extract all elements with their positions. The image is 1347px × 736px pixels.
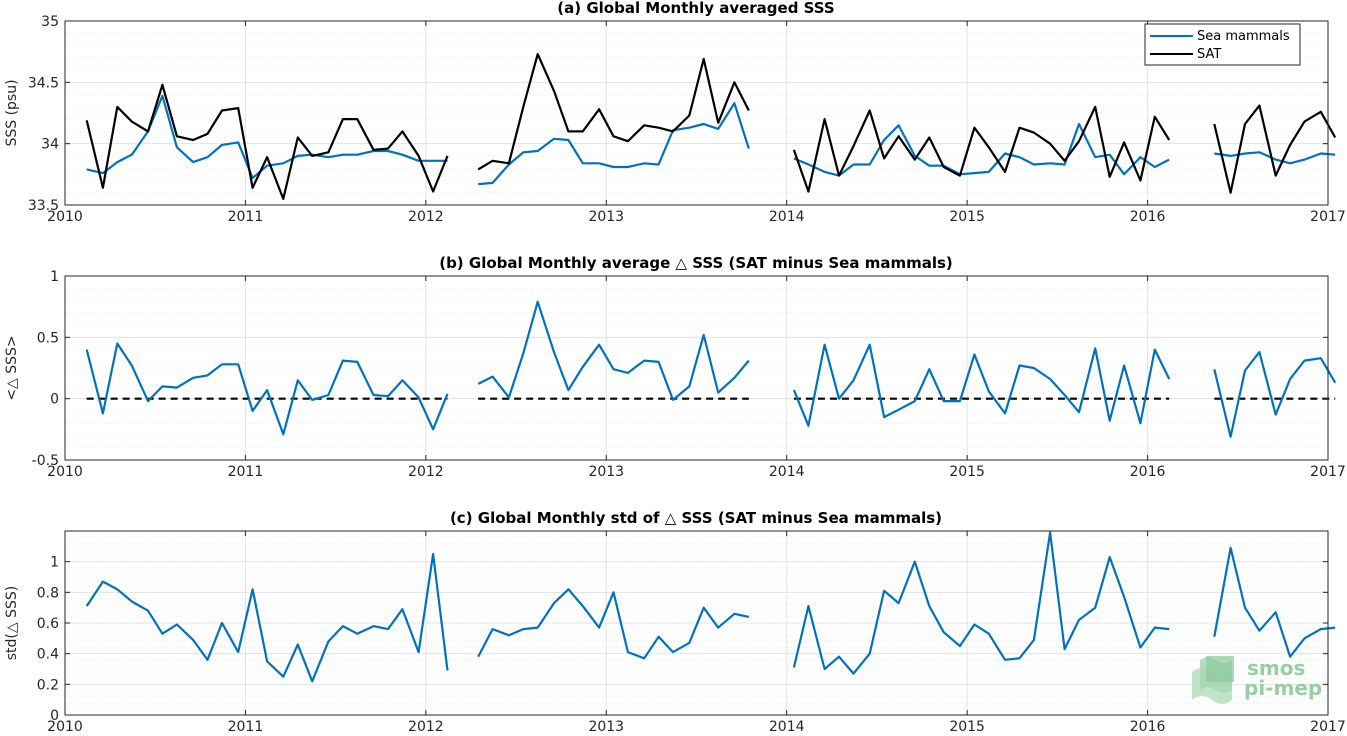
series-line-delta-segment-3 xyxy=(792,531,1170,675)
panel-c-plot: 2010 2011 2012 2013 2014 2015 2016 2017 0 0.2 0.4 0… xyxy=(37,530,1346,735)
legend-label-sea-mammals: Sea mammals xyxy=(1197,29,1290,44)
panel-a-title: (a) Global Monthly averaged SSS xyxy=(557,0,834,17)
x-tick-label: 2012 xyxy=(408,719,444,735)
y-tick-label: 0.6 xyxy=(37,616,59,632)
y-tick-label: 0.8 xyxy=(37,585,59,601)
panel-b-title: (b) Global Monthly average △ SSS (SAT mi… xyxy=(439,254,953,272)
y-tick-label: 0.2 xyxy=(37,677,59,693)
series-line-sea-mammals-segment-4 xyxy=(1214,151,1336,165)
x-tick-label: 2011 xyxy=(228,464,264,480)
x-tick-label: 2017 xyxy=(1310,209,1346,225)
panel-a-ylabel: SSS (psu) xyxy=(4,79,20,146)
panel-c-ylabel: std(△ SSS) xyxy=(4,586,20,660)
smos-pimep-logo: smos pi-mep xyxy=(1192,656,1322,704)
y-tick-label: 33.5 xyxy=(28,198,59,214)
y-tick-label: 0.5 xyxy=(37,330,59,346)
x-tick-label: 2011 xyxy=(228,719,264,735)
y-tick-label: -0.5 xyxy=(32,453,59,469)
legend-box xyxy=(1144,23,1301,66)
x-tick-label: 2015 xyxy=(949,464,985,480)
logo-text-smos: smos xyxy=(1247,656,1305,680)
x-tick-label: 2011 xyxy=(228,209,264,225)
series-line-sat-segment-2 xyxy=(477,52,750,171)
series-line-delta-segment-1 xyxy=(85,342,449,436)
x-tick-label: 2014 xyxy=(769,209,805,225)
panel-b-plot: 2010 2011 2012 2013 2014 2015 2016 2017 -0.5 0 0.5… xyxy=(32,269,1346,480)
x-tick-label: 2015 xyxy=(949,719,985,735)
x-tick-label: 2016 xyxy=(1130,719,1166,735)
y-tick-label: 1 xyxy=(50,555,59,571)
x-tick-label: 2016 xyxy=(1130,464,1166,480)
series-line-sat-segment-1 xyxy=(85,83,449,200)
x-tick-label: 2013 xyxy=(588,464,624,480)
series-line-delta-segment-2 xyxy=(477,300,750,401)
x-tick-label: 2017 xyxy=(1310,464,1346,480)
panel-c: (c) Global Monthly std of △ SSS (SAT min… xyxy=(4,509,1346,735)
series-line-sea-mammals-segment-3 xyxy=(793,122,1170,177)
logo-waves-icon xyxy=(1192,656,1234,704)
x-tick-label: 2014 xyxy=(769,464,805,480)
series-line-delta-segment-4 xyxy=(1213,546,1336,658)
series-line-delta-segment-3 xyxy=(792,343,1171,427)
x-tick-label: 2016 xyxy=(1130,209,1166,225)
y-tick-label: 35 xyxy=(41,14,59,30)
x-tick-label: 2010 xyxy=(47,719,83,735)
y-tick-label: 1 xyxy=(50,269,59,285)
series-line-sat-segment-4 xyxy=(1213,104,1337,194)
legend: Sea mammals SAT xyxy=(1144,23,1301,66)
y-tick-label: 0 xyxy=(50,392,59,408)
y-tick-label: 34 xyxy=(41,137,59,153)
x-tick-label: 2013 xyxy=(588,209,624,225)
panel-b-ylabel: <△ SSS> xyxy=(4,335,20,400)
series-line-sea-mammals-segment-2 xyxy=(478,102,750,186)
axes-box xyxy=(64,20,1329,206)
series-line-sea-mammals-segment-1 xyxy=(86,94,448,180)
y-tick-label: 0 xyxy=(50,708,59,724)
logo-text-pimep: pi-mep xyxy=(1244,676,1322,700)
x-tick-label: 2012 xyxy=(408,209,444,225)
legend-label-sat: SAT xyxy=(1197,47,1221,62)
x-tick-label: 2017 xyxy=(1310,719,1346,735)
axes-box xyxy=(64,275,1329,461)
x-tick-label: 2014 xyxy=(769,719,805,735)
panel-b: (b) Global Monthly average △ SSS (SAT mi… xyxy=(4,254,1346,480)
series-line-delta-segment-1 xyxy=(85,552,449,683)
x-tick-label: 2010 xyxy=(47,209,83,225)
x-tick-label: 2010 xyxy=(47,464,83,480)
x-tick-label: 2012 xyxy=(408,464,444,480)
series-line-delta-segment-4 xyxy=(1213,351,1337,438)
y-tick-label: 34.5 xyxy=(28,75,59,91)
y-tick-label: 0.4 xyxy=(37,647,59,663)
x-tick-label: 2013 xyxy=(588,719,624,735)
panel-c-title: (c) Global Monthly std of △ SSS (SAT min… xyxy=(450,509,942,527)
series-line-delta-segment-2 xyxy=(477,588,750,660)
series-line-sat-segment-3 xyxy=(792,105,1171,193)
x-tick-label: 2015 xyxy=(949,209,985,225)
panel-a-plot: 2010 2011 2012 2013 2014 2015 2016 2017 33.5 34 34… xyxy=(28,14,1346,225)
panel-a: (a) Global Monthly averaged SSS SSS (psu… xyxy=(4,0,1346,225)
